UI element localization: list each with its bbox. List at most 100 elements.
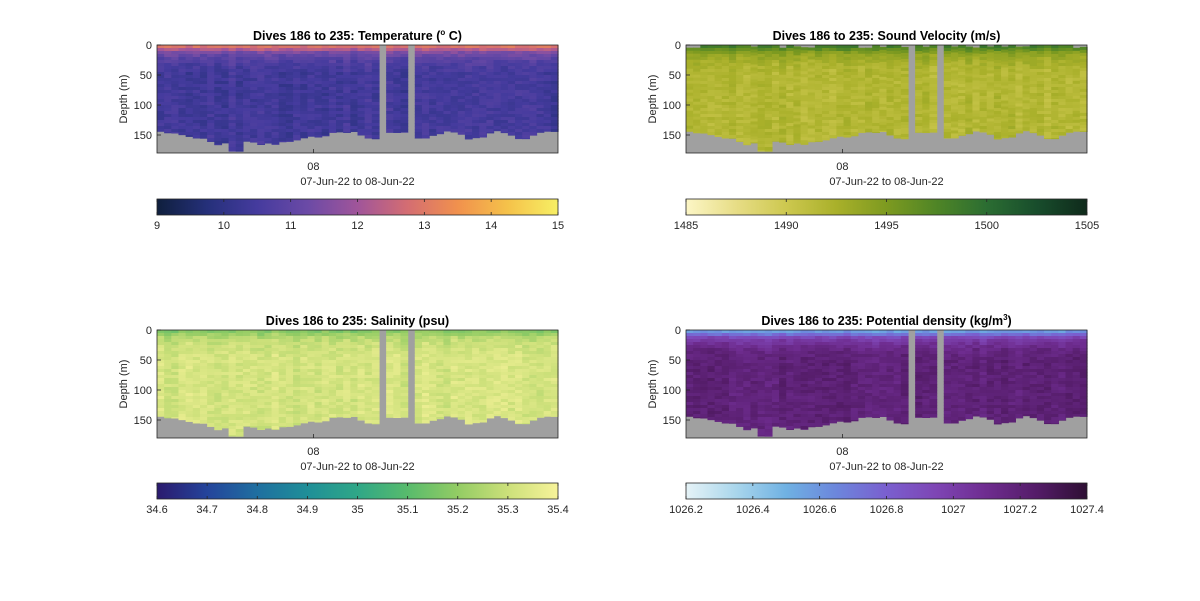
heatmap-cell <box>793 121 802 125</box>
heatmap-cell <box>728 90 737 94</box>
heatmap-cell <box>1044 105 1052 109</box>
heatmap-cell <box>264 54 273 58</box>
heatmap-cell <box>1065 93 1074 97</box>
heatmap-cell <box>736 51 744 55</box>
heatmap-cell <box>493 345 502 349</box>
heatmap-cell <box>693 68 701 73</box>
heatmap-cell <box>192 339 201 343</box>
heatmap-cell <box>328 96 337 100</box>
heatmap-cell <box>321 354 330 358</box>
heatmap-cell <box>728 123 737 127</box>
heatmap-cell <box>178 87 187 91</box>
heatmap-cell <box>443 345 452 349</box>
heatmap-cell <box>450 390 459 394</box>
heatmap-cell <box>185 120 194 124</box>
heatmap-cell <box>371 105 380 109</box>
heatmap-cell <box>328 333 337 337</box>
heatmap-cell <box>293 342 301 346</box>
heatmap-cell <box>886 72 895 76</box>
heatmap-cell <box>943 75 952 79</box>
heatmap-cell <box>250 336 258 340</box>
y-axis-label: Depth (m) <box>118 75 130 124</box>
heatmap-cell <box>493 333 502 337</box>
heatmap-cell <box>436 51 445 55</box>
heatmap-cell <box>793 88 802 92</box>
heatmap-cell <box>1051 72 1059 76</box>
heatmap-cell <box>185 411 194 415</box>
heatmap-cell <box>199 411 208 415</box>
heatmap-cell <box>529 108 538 112</box>
heatmap-cell <box>429 417 437 421</box>
heatmap-cell <box>199 108 208 112</box>
heatmap-cell <box>929 105 938 109</box>
heatmap-cell <box>350 408 359 412</box>
heatmap-cell <box>958 54 966 58</box>
heatmap-cell <box>993 63 1002 67</box>
heatmap-cell <box>479 330 487 334</box>
heatmap-cell <box>221 423 230 427</box>
heatmap-cell <box>822 90 830 94</box>
heatmap-cell <box>221 399 230 403</box>
heatmap-cell <box>972 86 981 90</box>
heatmap-cell <box>757 60 766 64</box>
heatmap-cell <box>986 133 995 135</box>
heatmap-cell <box>1001 124 1009 128</box>
heatmap-cell <box>522 51 530 55</box>
heatmap-cell <box>192 120 201 124</box>
heatmap-cell <box>486 63 495 67</box>
heatmap-cell <box>293 396 301 400</box>
heatmap-cell <box>450 354 459 358</box>
heatmap-cell <box>872 45 880 49</box>
heatmap-cell <box>164 111 172 115</box>
heatmap-cell <box>757 96 766 100</box>
heatmap-cell <box>371 111 380 115</box>
heatmap-cell <box>357 123 366 127</box>
heatmap-cell <box>893 126 902 130</box>
heatmap-cell <box>414 333 423 337</box>
heatmap-cell <box>493 66 502 70</box>
heatmap-cell <box>371 339 380 343</box>
heatmap-cell <box>164 105 172 109</box>
heatmap-cell <box>829 90 837 94</box>
heatmap-cell <box>307 402 316 406</box>
heatmap-cell <box>829 129 837 133</box>
heatmap-cell <box>1029 60 1038 64</box>
heatmap-cell <box>1072 119 1081 124</box>
heatmap-cell <box>235 51 244 55</box>
heatmap-cell <box>293 45 301 49</box>
heatmap-cell <box>357 102 366 106</box>
heatmap-cell <box>807 59 816 63</box>
heatmap-cell <box>1058 132 1067 136</box>
heatmap-cell <box>429 420 437 421</box>
heatmap-cell <box>700 117 709 121</box>
heatmap-cell <box>807 50 816 54</box>
heatmap-cell <box>214 402 223 406</box>
heatmap-cell <box>764 96 773 100</box>
heatmap-cell <box>278 351 287 355</box>
heatmap-cell <box>1036 111 1045 115</box>
heatmap-cell <box>721 57 730 61</box>
heatmap-cell <box>486 396 495 400</box>
heatmap-cell <box>1008 87 1016 91</box>
heatmap-cell <box>486 348 495 352</box>
heatmap-cell <box>536 84 545 88</box>
heatmap-cell <box>171 414 180 418</box>
heatmap-cell <box>958 93 966 97</box>
heatmap-cell <box>199 78 208 82</box>
heatmap-cell <box>1051 75 1059 79</box>
heatmap-cell <box>157 411 165 415</box>
heatmap-cell <box>886 57 895 61</box>
heatmap-cell <box>250 360 258 364</box>
heatmap-cell <box>271 336 280 340</box>
heatmap-cell <box>278 102 287 106</box>
heatmap-cell <box>743 105 752 109</box>
heatmap-cell <box>242 399 251 403</box>
heatmap-cell <box>543 93 552 97</box>
heatmap-cell <box>421 369 430 373</box>
heatmap-cell <box>486 399 495 403</box>
heatmap-cell <box>393 393 402 397</box>
heatmap-cell <box>686 95 694 100</box>
heatmap-cell <box>886 93 895 97</box>
heatmap-cell <box>721 84 730 88</box>
heatmap-cell <box>807 53 816 57</box>
